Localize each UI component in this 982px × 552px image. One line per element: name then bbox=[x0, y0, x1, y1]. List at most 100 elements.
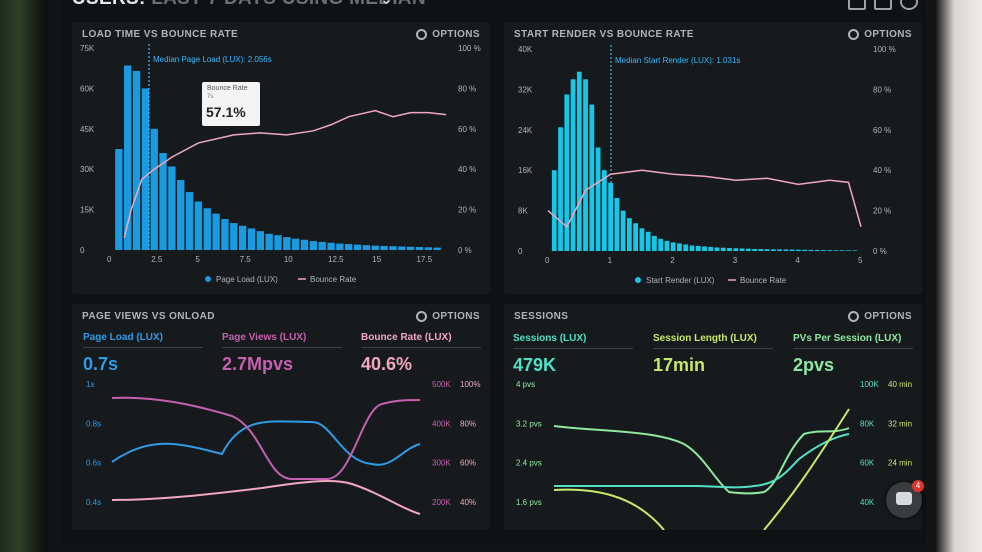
gear-icon bbox=[416, 29, 428, 40]
gear-icon bbox=[416, 311, 428, 322]
y2-tick-label: 400K bbox=[432, 419, 451, 428]
bar bbox=[777, 249, 782, 251]
bar bbox=[758, 249, 764, 251]
bar bbox=[132, 70, 141, 250]
options-button[interactable]: OPTIONS bbox=[848, 311, 912, 322]
bar bbox=[808, 249, 814, 251]
gear-icon bbox=[848, 29, 860, 40]
bar bbox=[645, 231, 651, 251]
metric-page-load: Page Load (LUX) 0.7s bbox=[83, 332, 203, 375]
bar bbox=[702, 246, 707, 251]
bar bbox=[833, 250, 839, 251]
header-icons bbox=[848, 0, 918, 10]
bar bbox=[595, 147, 601, 251]
options-button[interactable]: OPTIONS bbox=[416, 29, 480, 40]
y2-tick-label: 100 % bbox=[458, 44, 481, 53]
y-tick-label: 32K bbox=[518, 85, 533, 94]
options-button[interactable]: OPTIONS bbox=[848, 29, 912, 40]
bar bbox=[670, 242, 676, 251]
options-button[interactable]: OPTIONS bbox=[416, 311, 480, 322]
bar bbox=[265, 233, 273, 250]
y-tick-label: 0.8s bbox=[86, 419, 101, 428]
metric-value: 2pvs bbox=[793, 355, 835, 375]
bar bbox=[639, 228, 645, 251]
bar bbox=[424, 247, 432, 250]
bar bbox=[714, 247, 720, 251]
bar bbox=[745, 248, 751, 251]
y-tick-label: 60K bbox=[80, 84, 95, 93]
date-range-selector[interactable]: LAST 7 DAYS USING MEDIAN bbox=[151, 0, 426, 9]
x-tick-label: 2.5 bbox=[151, 255, 163, 264]
legend-label: Page Load (LUX) bbox=[216, 275, 278, 284]
bar bbox=[614, 197, 620, 251]
legend-label: Bounce Rate bbox=[740, 276, 787, 285]
bar bbox=[814, 249, 820, 251]
bar bbox=[689, 245, 695, 251]
bar bbox=[720, 247, 726, 251]
notification-badge: 4 bbox=[912, 480, 924, 492]
y2-tick-label: 200K bbox=[432, 498, 451, 507]
load-vs-bounce-chart: 75K 60K 45K 30K 15K 0 100 % 80 % 60 % 40 % 20 % 0 %… bbox=[80, 44, 481, 284]
bar bbox=[274, 235, 282, 250]
y-tick-label: 75K bbox=[80, 44, 95, 53]
y-tick-label: 8K bbox=[518, 207, 528, 216]
bar bbox=[846, 250, 851, 251]
bar bbox=[309, 241, 318, 250]
bar bbox=[633, 223, 639, 251]
bar bbox=[398, 246, 406, 250]
sessions-line bbox=[554, 433, 850, 489]
bar bbox=[839, 250, 845, 251]
legend-label: Bounce Rate bbox=[310, 275, 357, 284]
bar bbox=[389, 246, 397, 250]
metric-label: Session Length (LUX) bbox=[653, 333, 773, 349]
y2-tick-label: 40K bbox=[860, 498, 875, 507]
x-tick-label: 17.5 bbox=[416, 255, 432, 264]
bar bbox=[318, 241, 326, 250]
y3-tick-label: 100% bbox=[460, 380, 480, 389]
y3-tick-label: 40 min bbox=[888, 380, 912, 389]
chevron-down-icon[interactable]: ⌄ bbox=[380, 0, 393, 8]
bar bbox=[124, 65, 132, 250]
help-icon[interactable] bbox=[900, 0, 918, 10]
y2-tick-label: 100K bbox=[860, 380, 879, 389]
bar bbox=[415, 247, 424, 250]
bar bbox=[300, 239, 309, 250]
metric-page-views: Page Views (LUX) 2.7Mpvs bbox=[222, 332, 342, 375]
y2-tick-label: 40 % bbox=[873, 166, 891, 175]
bar bbox=[664, 240, 670, 251]
bar bbox=[658, 238, 664, 251]
y-tick-label: 0.4s bbox=[86, 498, 101, 507]
share-icon[interactable] bbox=[874, 0, 892, 10]
bar bbox=[362, 245, 371, 250]
x-tick-label: 0 bbox=[545, 256, 550, 265]
page-title: USERS: LAST 7 DAYS USING MEDIAN bbox=[72, 0, 426, 10]
bar bbox=[551, 170, 557, 251]
y-tick-label: 24K bbox=[518, 126, 533, 135]
monitor-icon[interactable] bbox=[848, 0, 866, 10]
bar bbox=[764, 249, 770, 251]
bar bbox=[336, 243, 344, 250]
bounce-rate-line bbox=[123, 109, 447, 239]
y-tick-label: 30K bbox=[80, 165, 95, 174]
y-tick-label: 45K bbox=[80, 125, 95, 134]
sessions-panel: SESSIONS OPTIONS Sessions (LUX) 479K Ses… bbox=[504, 304, 922, 530]
bounce-rate-line bbox=[547, 169, 862, 228]
y2-tick-label: 40 % bbox=[458, 165, 476, 174]
bar bbox=[256, 231, 264, 250]
page-load-line bbox=[111, 420, 421, 466]
x-tick-label: 5 bbox=[858, 256, 863, 265]
y2-tick-label: 80 % bbox=[873, 85, 891, 94]
session-length-line bbox=[553, 408, 850, 530]
bar bbox=[185, 192, 194, 250]
y2-tick-label: 60K bbox=[860, 459, 875, 468]
y3-tick-label: 24 min bbox=[888, 459, 912, 468]
bar bbox=[406, 246, 415, 250]
bar bbox=[827, 250, 833, 251]
y-tick-label: 16K bbox=[518, 166, 533, 175]
bar bbox=[380, 245, 388, 250]
bar bbox=[727, 247, 732, 251]
chat-button[interactable]: 4 bbox=[886, 480, 924, 518]
chat-icon bbox=[896, 492, 912, 505]
x-tick-label: 12.5 bbox=[328, 255, 344, 264]
pvs-per-session-line bbox=[553, 425, 850, 495]
